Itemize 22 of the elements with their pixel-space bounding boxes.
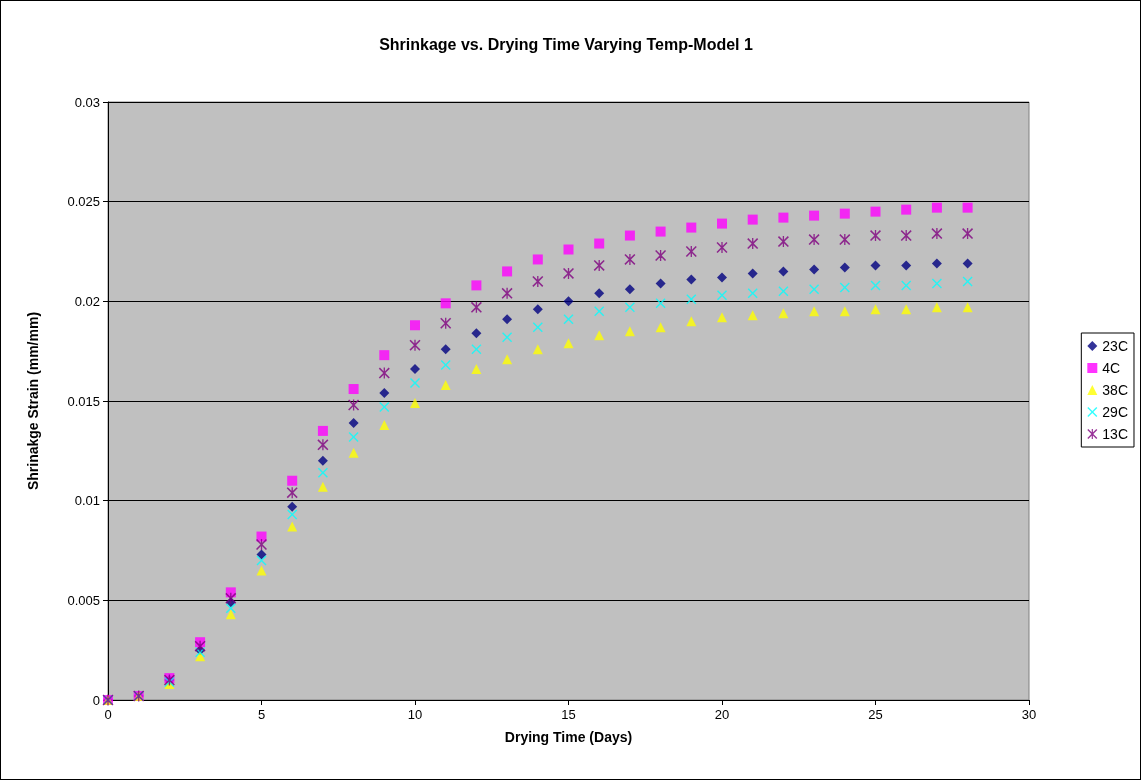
legend-label: 4C xyxy=(1102,360,1121,376)
y-tick-label: 0.005 xyxy=(67,592,100,608)
x-tick-label: 25 xyxy=(868,707,883,722)
legend-label: 29C xyxy=(1102,404,1128,420)
y-tick-label: 0 xyxy=(92,692,100,708)
x-tick-label: 10 xyxy=(407,707,423,722)
y-tick-label: 0.03 xyxy=(74,94,100,110)
x-tick-label: 15 xyxy=(561,707,576,722)
y-tick-label: 0.02 xyxy=(74,293,100,309)
legend-label: 23C xyxy=(1102,338,1128,354)
y-tick-label: 0.01 xyxy=(74,493,100,509)
legend-label: 13C xyxy=(1102,426,1128,442)
chart-title: Shrinkage vs. Drying Time Varying Temp-Model 1 xyxy=(379,35,753,53)
y-axis-title: Shrinakge Strain (mm/mm) xyxy=(25,311,41,491)
legend-label: 38C xyxy=(1102,382,1128,398)
x-tick-label: 30 xyxy=(1021,707,1037,722)
y-tick-label: 0.025 xyxy=(67,194,100,210)
x-tick-label: 0 xyxy=(104,707,112,722)
x-tick-label: 5 xyxy=(257,707,266,722)
x-axis-title: Drying Time (Days) xyxy=(504,729,633,745)
x-tick-label: 20 xyxy=(714,707,730,722)
y-tick-label: 0.015 xyxy=(67,393,100,409)
